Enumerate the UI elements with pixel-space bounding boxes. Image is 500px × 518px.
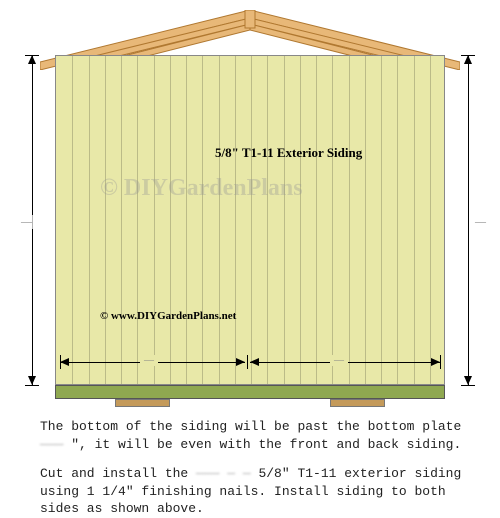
siding-panel (55, 55, 445, 385)
siding-groove (137, 56, 138, 384)
redacted-text: ——— (40, 437, 71, 452)
siding-groove (202, 56, 203, 384)
note-text: The bottom of the siding will be past th… (40, 419, 461, 434)
siding-groove (186, 56, 187, 384)
dimension-label: — (140, 355, 158, 366)
siding-groove (397, 56, 398, 384)
dimension-label: — (330, 355, 348, 366)
siding-groove (414, 56, 415, 384)
arrow-up-icon (464, 55, 472, 64)
siding-groove (170, 56, 171, 384)
siding-groove (267, 56, 268, 384)
siding-groove (300, 56, 301, 384)
siding-groove (365, 56, 366, 384)
arrow-down-icon (28, 376, 36, 385)
siding-groove (235, 56, 236, 384)
dimension-label: — (18, 215, 35, 229)
dimension-tick (25, 385, 39, 386)
note-text: Cut and install the (40, 466, 196, 481)
siding-groove (72, 56, 73, 384)
dimension-tick (461, 385, 475, 386)
arrow-left-icon (60, 358, 69, 366)
watermark-text: © DIYGardenPlans (100, 175, 303, 202)
arrow-down-icon (464, 376, 472, 385)
dimension-tick (25, 55, 39, 56)
base-plate (55, 385, 445, 399)
siding-label: 5/8" T1-11 Exterior Siding (215, 145, 362, 161)
siding-groove (219, 56, 220, 384)
arrow-right-icon (431, 358, 440, 366)
siding-groove (381, 56, 382, 384)
dimension-tick (60, 355, 61, 369)
dimension-tick (247, 355, 248, 369)
siding-groove (349, 56, 350, 384)
siding-groove (332, 56, 333, 384)
dimension-label: — (472, 215, 489, 229)
dimension-tick (461, 55, 475, 56)
siding-groove (251, 56, 252, 384)
shed-siding-diagram: 5/8" T1-11 Exterior Siding © DIYGardenPl… (0, 0, 500, 508)
siding-groove (121, 56, 122, 384)
instruction-note-2: Cut and install the ——— — — 5/8" T1-11 e… (40, 465, 475, 518)
instruction-note-1: The bottom of the siding will be past th… (40, 418, 475, 453)
siding-groove (154, 56, 155, 384)
siding-groove (284, 56, 285, 384)
redacted-text: ——— — — (196, 466, 251, 481)
arrow-right-icon (236, 358, 245, 366)
dimension-line-vertical-right (468, 55, 469, 385)
siding-groove (105, 56, 106, 384)
siding-groove (316, 56, 317, 384)
source-url: © www.DIYGardenPlans.net (100, 310, 236, 322)
footing-block (115, 399, 170, 407)
arrow-left-icon (250, 358, 259, 366)
note-text: ", it will be even with the front and ba… (71, 437, 461, 452)
footing-block (330, 399, 385, 407)
siding-groove (430, 56, 431, 384)
siding-groove (89, 56, 90, 384)
arrow-up-icon (28, 55, 36, 64)
dimension-tick (440, 355, 441, 369)
